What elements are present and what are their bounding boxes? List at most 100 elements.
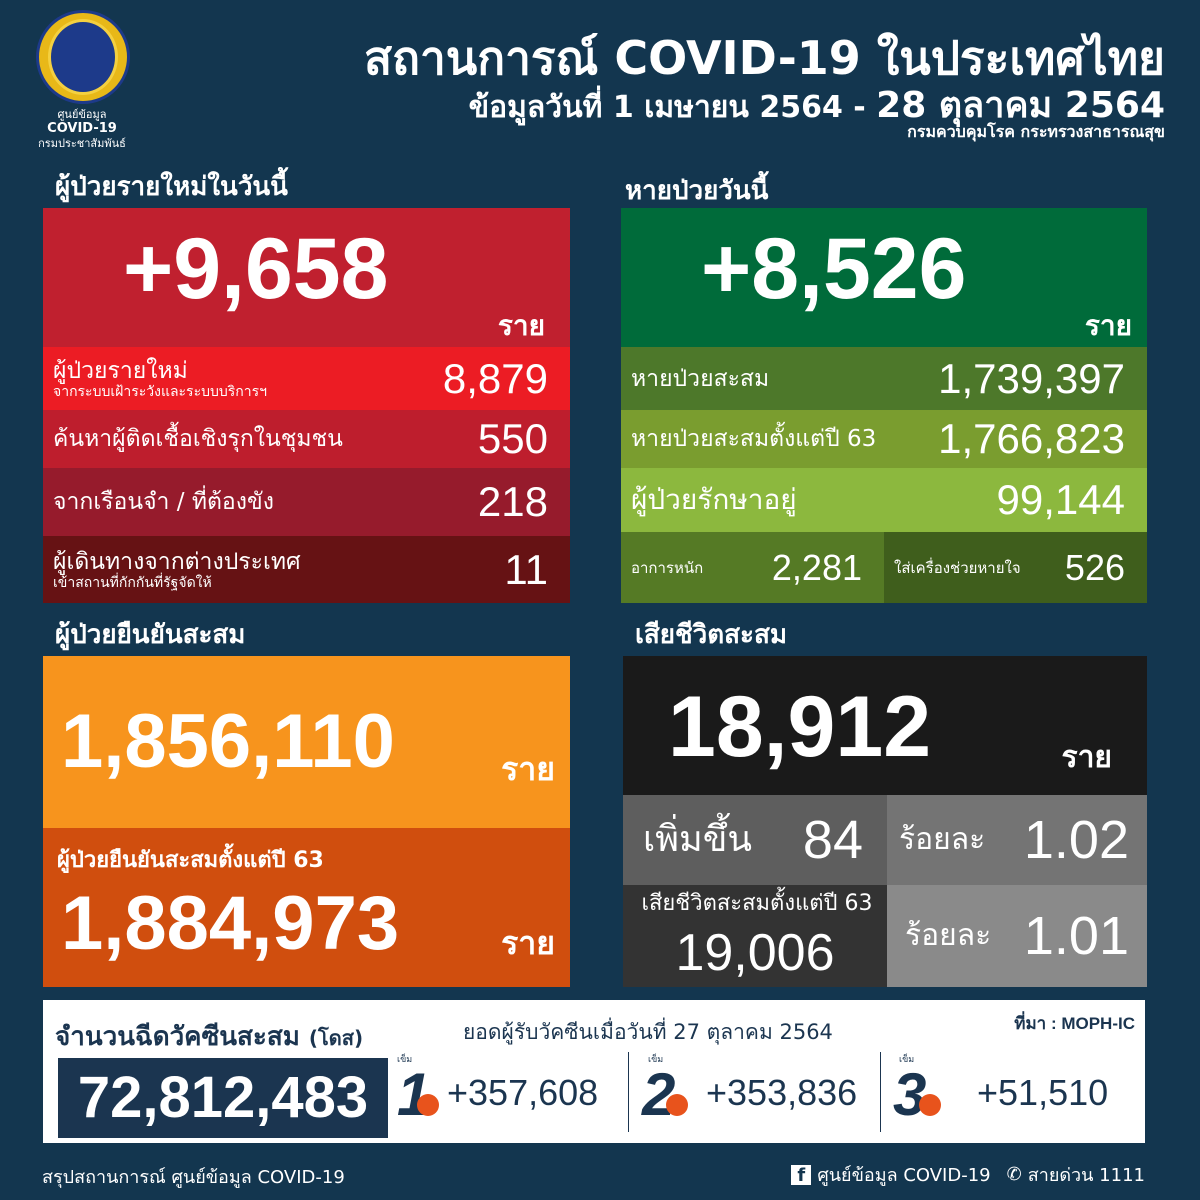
row-value: 550 [477,415,548,462]
row-value: 11 [504,545,548,593]
pct-label: ร้อยละ [905,918,992,953]
row-value: 8,879 [442,354,548,402]
unit-label: ราย [501,924,555,962]
deaths-total: 18,912 [668,679,932,775]
dose-1: เข็ม 1 +357,608 [395,1052,625,1132]
recovered-total: +8,526 [701,221,967,317]
vaccine-heading-text: จำนวนฉีดวัคซีนสะสม [55,1022,300,1052]
increase-value: 84 [802,810,863,870]
deaths-pct63-cell: ร้อยละ 1.01 [887,885,1147,987]
emblem-icon [48,19,118,95]
confirmed-heading: ผู้ป่วยยืนยันสะสม [55,620,246,650]
row-value: 218 [477,478,548,525]
vaccine-heading: จำนวนฉีดวัคซีนสะสม (โดส) [55,1016,363,1057]
vaccine-panel: จำนวนฉีดวัคซีนสะสม (โดส) ยอดผู้รับวัคซีน… [43,1000,1145,1143]
phone-icon: ✆ [1006,1164,1022,1185]
vaccine-unit: (โดส) [308,1026,364,1050]
row-label: ค้นหาผู้ติดเชื้อเชิงรุกในชุมชน [53,426,343,452]
footer-right: f ศูนย์ข้อมูล COVID-19 ✆ สายด่วน 1111 [791,1160,1145,1189]
row-label: จากเรือนจำ / ที่ต้องขัง [53,489,274,515]
virus-syringe-icon [666,1094,688,1116]
vaccine-date-label: ยอดผู้รับวัคซีนเมื่อวันที่ 27 ตุลาคม 256… [463,1020,833,1044]
row-label: ผู้ป่วยรักษาอยู่ [631,483,797,516]
row-sublabel: จากระบบเฝ้าระวังและระบบบริการฯ [53,383,267,400]
deaths-pct-cell: ร้อยละ 1.02 [887,795,1147,885]
confirmed-since63-panel: ผู้ป่วยยืนยันสะสมตั้งแต่ปี 63 1,884,973 … [43,828,570,987]
logo-caption-3: กรมประชาสัมพันธ์ [38,137,126,150]
facebook-icon[interactable]: f [791,1164,812,1186]
logo [36,10,130,104]
deaths-increase-cell: เพิ่มขึ้น 84 [623,795,887,885]
date-from: ข้อมูลวันที่ 1 เมษายน 2564 - [468,90,866,125]
ventilator-value: 526 [1064,546,1125,588]
recovered-row: หายป่วยสะสม 1,739,397 [621,347,1147,410]
date-range: ข้อมูลวันที่ 1 เมษายน 2564 - 28 ตุลาคม 2… [469,76,1165,133]
unit-label: ราย [501,750,555,788]
recovered-row: หายป่วยสะสมตั้งแต่ปี 63 1,766,823 [621,410,1147,468]
divider [628,1052,629,1132]
ventilator-cell: ใส่เครื่องช่วยหายใจ 526 [884,532,1147,603]
logo-caption-1: ศูนย์ข้อมูล [57,108,107,121]
confirmed-total: 1,856,110 [61,699,395,784]
new-cases-total: +9,658 [123,221,389,317]
new-cases-row: ค้นหาผู้ติดเชื้อเชิงรุกในชุมชน 550 [43,410,570,468]
confirmed-since63-value: 1,884,973 [61,881,400,966]
divider [880,1052,881,1132]
increase-label: เพิ่มขึ้น [643,819,752,860]
virus-syringe-icon [919,1094,941,1116]
vaccine-total: 72,812,483 [58,1058,388,1138]
confirmed-total-panel: 1,856,110 ราย [43,656,570,828]
confirmed-since63-label: ผู้ป่วยยืนยันสะสมตั้งแต่ปี 63 [57,848,324,873]
new-cases-row: ผู้เดินทางจากต่างประเทศ เข้าสถานที่กักกัน… [43,536,570,603]
dose-word: เข็ม [397,1055,413,1065]
recovered-row: ผู้ป่วยรักษาอยู่ 99,144 [621,468,1147,532]
deaths-since63-label: เสียชีวิตสะสมตั้งแต่ปี 63 [641,891,873,916]
deaths-since63-cell: เสียชีวิตสะสมตั้งแต่ปี 63 19,006 [623,885,887,987]
unit-label: ราย [1061,740,1112,775]
dose-number: 3 [893,1061,927,1128]
dose-value: +357,608 [447,1072,599,1113]
hotline-label: สายด่วน 1111 [1027,1165,1145,1186]
new-cases-total-panel: +9,658 ราย [43,208,570,347]
severe-label: อาการหนัก [631,558,704,577]
dose-3: เข็ม 3 +51,510 [891,1052,1141,1132]
new-cases-row: ผู้ป่วยรายใหม่ จากระบบเฝ้าระวังและระบบบริ… [43,347,570,410]
ventilator-label: ใส่เครื่องช่วยหายใจ [894,558,1021,577]
recovered-total-panel: +8,526 ราย [621,208,1147,347]
dose-word: เข็ม [899,1055,915,1065]
deaths-since63-value: 19,006 [675,924,835,982]
row-sublabel: เข้าสถานที่กักกันที่รัฐจัดให้ [53,574,212,591]
pct-label: ร้อยละ [899,822,986,857]
logo-caption-2: COVID-19 [47,121,117,136]
vaccine-source: ที่มา : MOPH-IC [1014,1014,1135,1033]
date-to: 28 ตุลาคม 2564 [876,85,1165,126]
row-label: หายป่วยสะสม [631,365,770,392]
pct-value: 1.02 [1023,810,1129,870]
severe-cell: อาการหนัก 2,281 [621,532,884,603]
severe-value: 2,281 [771,546,862,588]
deaths-heading: เสียชีวิตสะสม [635,620,787,650]
recovered-heading: หายป่วยวันนี้ [625,176,769,206]
row-value: 1,739,397 [938,354,1125,402]
footer-left: สรุปสถานการณ์ ศูนย์ข้อมูล COVID-19 [42,1167,345,1188]
dose-number: 2 [642,1061,676,1128]
new-cases-row: จากเรือนจำ / ที่ต้องขัง 218 [43,468,570,536]
row-value: 1,766,823 [938,415,1125,462]
page-title: สถานการณ์ COVID-19 ในประเทศไทย [364,31,1165,85]
row-label: ผู้ป่วยรายใหม่ [53,357,188,384]
dose-value: +353,836 [706,1072,858,1113]
deaths-total-panel: 18,912 ราย [623,656,1147,795]
unit-label: ราย [1084,309,1132,342]
dose-value: +51,510 [977,1072,1109,1113]
unit-label: ราย [497,309,545,342]
row-value: 99,144 [996,476,1125,523]
dose-word: เข็ม [648,1055,664,1065]
new-cases-heading: ผู้ป่วยรายใหม่ในวันนี้ [55,172,288,202]
source: กรมควบคุมโรค กระทรวงสาธารณสุข [907,122,1165,141]
row-label: ผู้เดินทางจากต่างประเทศ [53,548,301,575]
pct63-value: 1.01 [1023,906,1129,966]
virus-syringe-icon [417,1094,439,1116]
dose-2: เข็ม 2 +353,836 [640,1052,875,1132]
facebook-label[interactable]: ศูนย์ข้อมูล COVID-19 [817,1165,991,1186]
row-label: หายป่วยสะสมตั้งแต่ปี 63 [631,426,877,452]
